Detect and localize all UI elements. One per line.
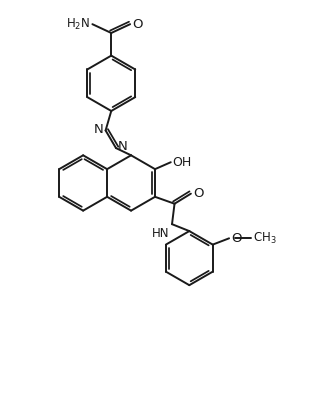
Text: O: O (231, 232, 242, 245)
Text: H$_2$N: H$_2$N (66, 17, 91, 32)
Text: OH: OH (173, 156, 192, 169)
Text: HN: HN (152, 227, 170, 240)
Text: N: N (118, 140, 128, 153)
Text: O: O (133, 18, 143, 31)
Text: N: N (94, 123, 104, 136)
Text: CH$_3$: CH$_3$ (253, 231, 276, 246)
Text: O: O (193, 187, 204, 200)
